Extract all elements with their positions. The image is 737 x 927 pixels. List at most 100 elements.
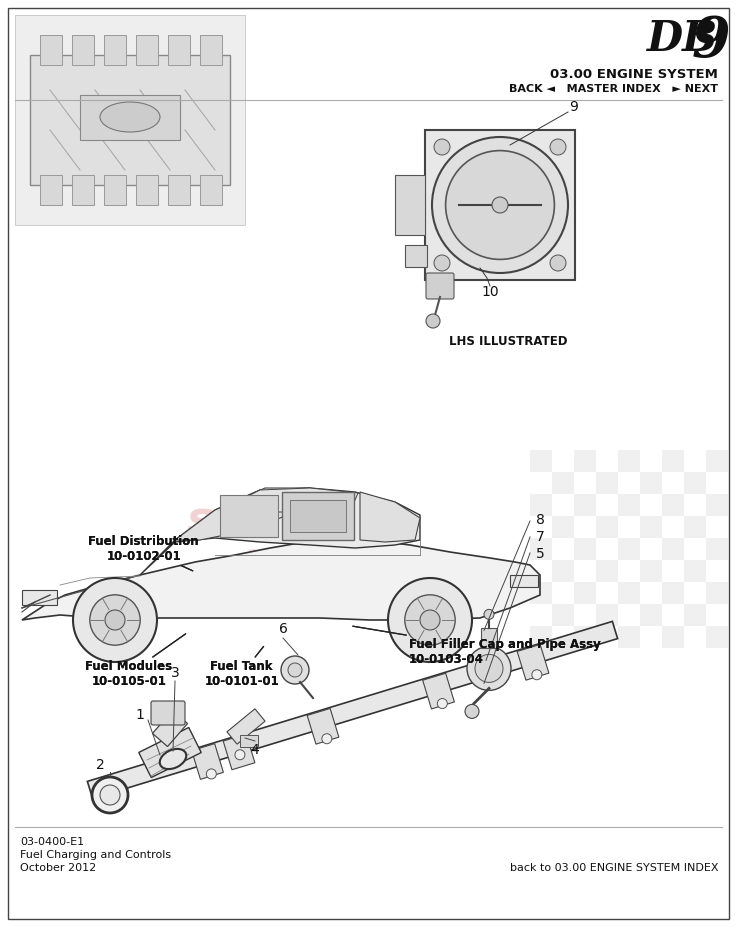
Circle shape [550, 139, 566, 155]
Circle shape [484, 609, 494, 619]
Bar [640, 604, 662, 626]
Bar [706, 450, 728, 472]
Bar [40, 35, 62, 65]
Text: Fuel Modules
10-0105-01: Fuel Modules 10-0105-01 [85, 634, 186, 688]
Bar [640, 516, 662, 538]
Circle shape [322, 734, 332, 743]
Bar [684, 604, 706, 626]
Text: Fuel Charging and Controls: Fuel Charging and Controls [20, 850, 171, 860]
Bar [425, 130, 575, 280]
Bar [662, 538, 684, 560]
Bar [684, 516, 706, 538]
Bar [574, 582, 596, 604]
Circle shape [288, 663, 302, 677]
Polygon shape [140, 488, 420, 575]
Bar [200, 175, 222, 205]
Polygon shape [360, 492, 420, 542]
Circle shape [73, 578, 157, 662]
Bar [640, 472, 662, 494]
Bar [618, 450, 640, 472]
Bar [618, 626, 640, 648]
Text: 6: 6 [279, 622, 287, 636]
Text: LHS ILLUSTRATED: LHS ILLUSTRATED [450, 335, 567, 348]
Bar [552, 516, 574, 538]
Circle shape [388, 578, 472, 662]
Text: Fuel Modules
10-0105-01: Fuel Modules 10-0105-01 [85, 634, 186, 688]
Polygon shape [192, 743, 223, 780]
Ellipse shape [100, 102, 160, 132]
Text: Fuel Tank
10-0101-01: Fuel Tank 10-0101-01 [204, 646, 279, 688]
Bar [104, 35, 126, 65]
Text: Fuel Filler Cap and Pipe Assy
10-0103-04: Fuel Filler Cap and Pipe Assy 10-0103-04 [353, 626, 601, 666]
Polygon shape [517, 644, 549, 680]
Circle shape [90, 595, 140, 645]
Polygon shape [153, 710, 187, 746]
Bar [574, 450, 596, 472]
Polygon shape [227, 709, 265, 744]
Polygon shape [423, 673, 455, 709]
Polygon shape [22, 540, 540, 620]
Text: 03-0400-E1: 03-0400-E1 [20, 837, 84, 847]
Bar [618, 582, 640, 604]
Bar [684, 560, 706, 582]
Bar [662, 626, 684, 648]
Bar [136, 35, 158, 65]
Bar [662, 494, 684, 516]
Circle shape [434, 255, 450, 271]
FancyBboxPatch shape [151, 701, 185, 725]
Text: DB: DB [647, 18, 718, 60]
Bar [574, 538, 596, 560]
Bar [596, 516, 618, 538]
Circle shape [420, 610, 440, 630]
Circle shape [92, 777, 128, 813]
Text: 5: 5 [536, 547, 545, 561]
Circle shape [492, 197, 508, 213]
Polygon shape [220, 488, 358, 512]
Bar [530, 494, 552, 516]
Bar [220, 495, 278, 537]
Bar [596, 604, 618, 626]
Circle shape [550, 255, 566, 271]
Circle shape [235, 750, 245, 760]
Bar [510, 575, 538, 587]
Bar [662, 450, 684, 472]
Bar [684, 472, 706, 494]
Bar [618, 538, 640, 560]
Ellipse shape [160, 749, 186, 769]
Bar [706, 582, 728, 604]
Bar [530, 538, 552, 560]
Circle shape [434, 139, 450, 155]
Bar [574, 494, 596, 516]
Bar [72, 35, 94, 65]
Bar [72, 175, 94, 205]
Bar [530, 626, 552, 648]
Text: Fuel Tank
10-0101-01: Fuel Tank 10-0101-01 [204, 646, 279, 688]
Circle shape [437, 699, 447, 708]
Polygon shape [307, 708, 339, 744]
Text: scaloria: scaloria [187, 499, 383, 541]
Bar [30, 55, 230, 185]
Bar [596, 560, 618, 582]
Circle shape [426, 314, 440, 328]
Bar [290, 500, 346, 532]
Text: 8: 8 [536, 513, 545, 527]
Bar [662, 582, 684, 604]
Polygon shape [88, 621, 618, 798]
Bar [530, 582, 552, 604]
Bar [405, 245, 427, 267]
Bar [552, 472, 574, 494]
Polygon shape [223, 734, 255, 769]
Circle shape [467, 646, 511, 691]
Bar [706, 626, 728, 648]
Bar [282, 492, 354, 540]
Bar [706, 538, 728, 560]
Text: Fuel Filler Cap and Pipe Assy
10-0103-04: Fuel Filler Cap and Pipe Assy 10-0103-04 [353, 626, 601, 666]
Text: 9: 9 [691, 14, 730, 69]
Polygon shape [175, 488, 310, 540]
Bar [552, 604, 574, 626]
Bar [240, 735, 258, 747]
Circle shape [206, 768, 217, 779]
Bar [80, 95, 180, 140]
Circle shape [432, 137, 568, 273]
Polygon shape [139, 728, 201, 778]
